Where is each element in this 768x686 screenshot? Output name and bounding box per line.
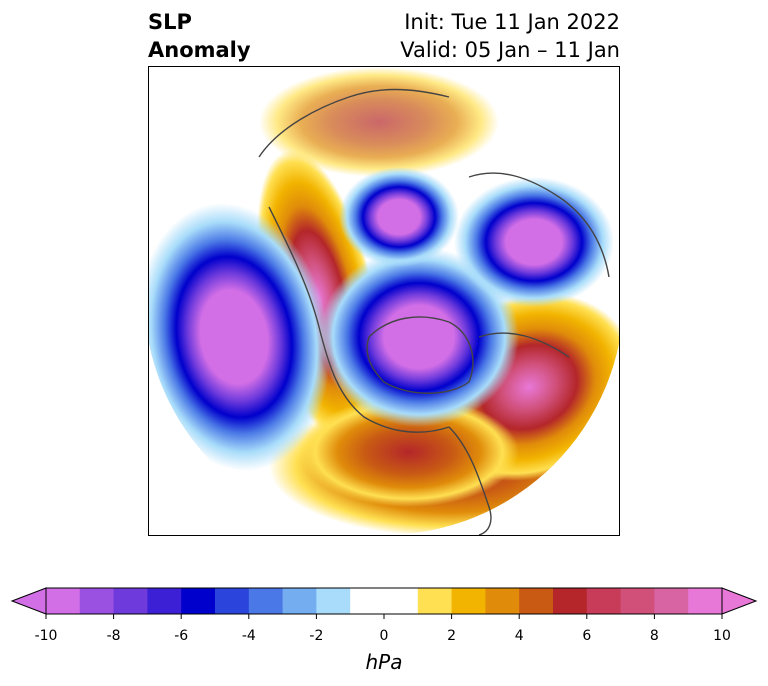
map-title-right: Init: Tue 11 Jan 2022 Valid: 05 Jan – 11…	[400, 8, 620, 64]
colorbar-segment	[620, 588, 655, 614]
colorbar-segment	[113, 588, 148, 614]
colorbar-tick-label: -4	[241, 628, 256, 644]
title-variable: SLP	[148, 10, 192, 34]
colorbar-tick-label: 0	[379, 628, 389, 644]
siberian-low-west	[339, 167, 459, 267]
colorbar-tick-label: 8	[649, 628, 659, 644]
colorbar-segment	[215, 588, 250, 614]
colorbar-tick-label: -10	[34, 628, 58, 644]
colorbar-extend-low	[10, 587, 47, 615]
colorbar-extend-high	[721, 587, 758, 615]
colorbar-segment	[46, 588, 81, 614]
colorbar-tick-label: 6	[582, 628, 592, 644]
colorbar-segment	[181, 588, 216, 614]
colorbar-segment	[485, 588, 520, 614]
colorbar-tick-label: -6	[174, 628, 189, 644]
colorbar-segment	[688, 588, 723, 614]
anomaly-map	[148, 66, 620, 536]
colorbar-tick-label: 4	[514, 628, 524, 644]
colorbar-units: hPa	[365, 650, 403, 674]
colorbar-tick-label: 10	[713, 628, 731, 644]
colorbar	[10, 587, 758, 619]
valid-period: Valid: 05 Jan – 11 Jan	[400, 38, 620, 62]
title-quantity: Anomaly	[148, 38, 251, 62]
anomaly-map-svg	[149, 67, 619, 535]
colorbar-segment	[79, 588, 115, 614]
colorbar-segment	[147, 588, 182, 614]
map-title-left: SLP Anomaly	[148, 8, 251, 64]
eastern-us-high	[299, 397, 519, 507]
siberian-low-east	[454, 177, 614, 307]
colorbar-segment	[350, 588, 385, 614]
colorbar-segment	[384, 588, 419, 614]
colorbar-tick-label: -8	[106, 628, 121, 644]
colorbar-segment	[553, 588, 588, 614]
colorbar-segment	[654, 588, 689, 614]
colorbar-segment	[519, 588, 554, 614]
colorbar-segment	[282, 588, 317, 614]
colorbar-segment	[316, 588, 351, 614]
colorbar-segment	[586, 588, 622, 614]
colorbar-segment	[451, 588, 486, 614]
coastlines	[258, 88, 610, 535]
colorbar-segment	[248, 588, 284, 614]
colorbar-tick-label: 2	[447, 628, 457, 644]
colorbar-tick-label: -2	[309, 628, 324, 644]
init-time: Init: Tue 11 Jan 2022	[404, 10, 620, 34]
pacific-low	[149, 203, 331, 471]
colorbar-segment	[417, 588, 453, 614]
